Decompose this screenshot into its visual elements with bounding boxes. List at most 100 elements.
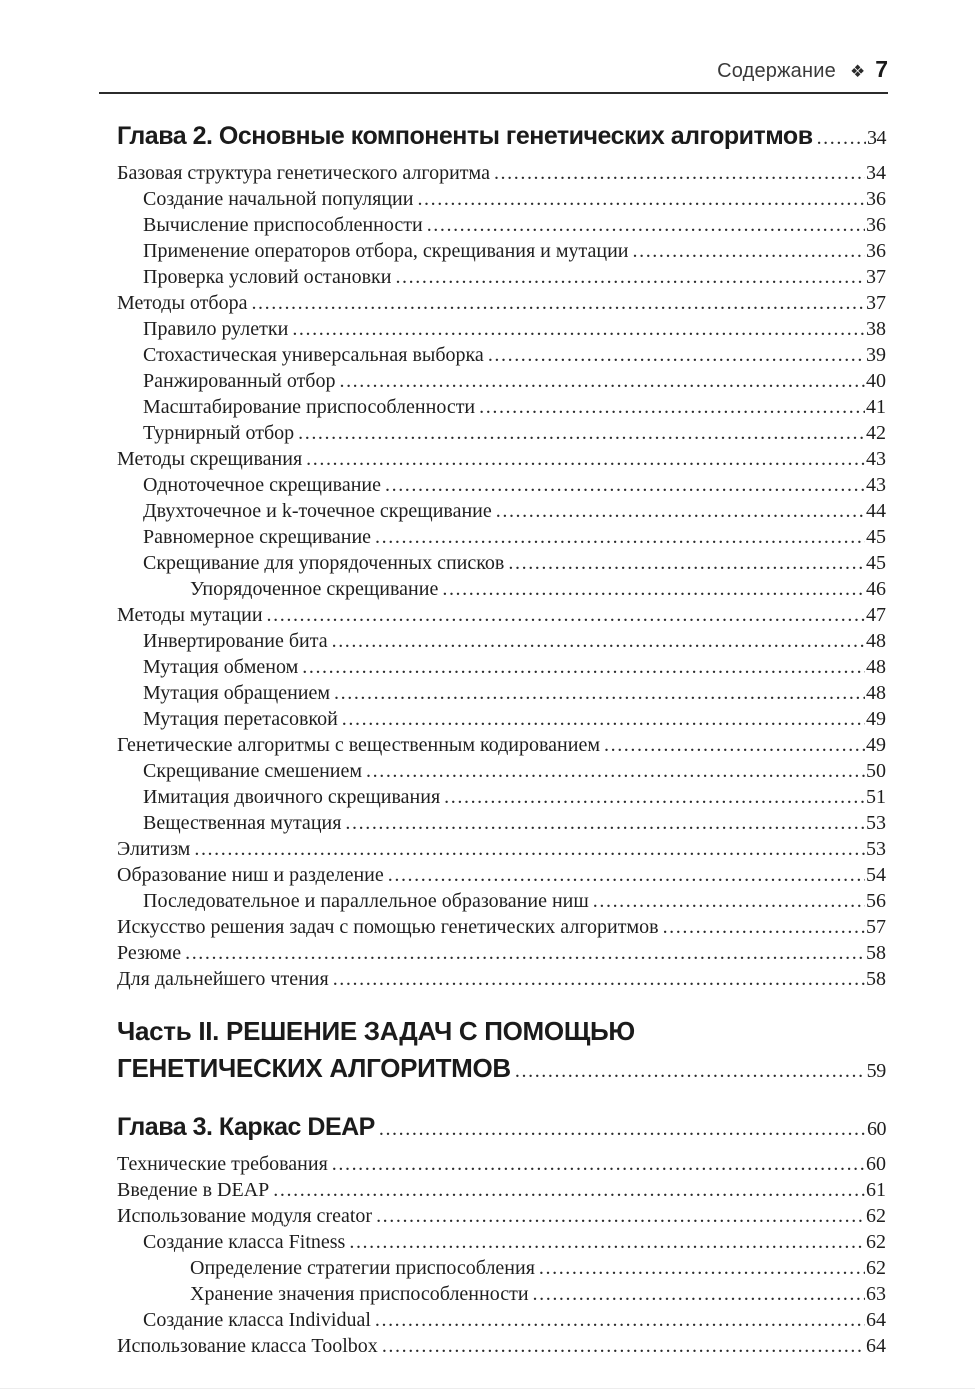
- toc-entry-page: 64: [866, 1309, 886, 1331]
- toc-row: Вещественная мутация 53: [117, 810, 886, 836]
- running-header-title: Содержание: [717, 60, 836, 82]
- dot-leader: [508, 550, 865, 576]
- dot-leader: [194, 836, 865, 862]
- toc-entry-page: 34: [866, 162, 886, 184]
- dot-leader: [488, 342, 865, 368]
- toc-row: Последовательное и параллельное образова…: [117, 888, 886, 914]
- toc-row: Методы отбора 37: [117, 290, 886, 316]
- dot-leader: [342, 706, 865, 732]
- dot-leader: [417, 186, 865, 212]
- toc-entry-title: Упорядоченное скрещивание: [190, 578, 439, 600]
- toc-entry-title: Хранение значения приспособленности: [190, 1283, 529, 1305]
- toc-entry-page: 61: [866, 1179, 886, 1201]
- toc-row: Глава 3. Каркас DEAP 60: [117, 1111, 887, 1146]
- toc-row: Технические требования 60: [117, 1151, 886, 1177]
- toc-entry-page: 60: [866, 1153, 886, 1175]
- toc-entry-page: 49: [866, 734, 886, 756]
- toc-row: Создание начальной популяции 36: [117, 186, 886, 212]
- toc-entry-title: Образование ниш и разделение: [117, 864, 384, 886]
- header-page-number: 7: [875, 56, 888, 82]
- toc-entry-title: Скрещивание смешением: [143, 760, 363, 782]
- toc-row: Скрещивание для упорядоченных списков 45: [117, 550, 886, 576]
- running-header: Содержание ❖ 7: [99, 56, 888, 94]
- dot-leader: [349, 1229, 865, 1255]
- toc-row: Глава 2. Основные компоненты генетически…: [117, 120, 887, 155]
- toc-row: Часть II. РЕШЕНИЕ ЗАДАЧ С ПОМОЩЬЮ: [117, 1013, 886, 1050]
- toc-entry-title: Стохастическая универсальная выборка: [143, 344, 484, 366]
- dot-leader: [302, 654, 865, 680]
- dot-leader: [273, 1177, 865, 1203]
- toc-entry-title: Методы скрещивания: [117, 448, 303, 470]
- table-of-contents: Глава 2. Основные компоненты генетически…: [117, 120, 887, 1359]
- toc-entry-page: 41: [866, 396, 886, 418]
- toc-entry-title: Равномерное скрещивание: [143, 526, 372, 548]
- toc-entry-page: 62: [866, 1205, 886, 1227]
- dot-leader: [379, 1113, 866, 1146]
- toc-entry-title: Генетические алгоритмы с вещественным ко…: [117, 734, 600, 756]
- toc-row: Образование ниш и разделение 54: [117, 862, 886, 888]
- toc-row: Резюме 58: [117, 940, 886, 966]
- toc-entry-title: Ранжированный отбор: [143, 370, 336, 392]
- dot-leader: [817, 122, 866, 155]
- dot-leader: [292, 316, 865, 342]
- toc-entry-title: Скрещивание для упорядоченных списков: [143, 552, 505, 574]
- toc-entry-page: 43: [866, 474, 886, 496]
- toc-entry-page: 48: [866, 656, 886, 678]
- toc-row: Создание класса Fitness 62: [117, 1229, 886, 1255]
- toc-entry-page: 48: [866, 682, 886, 704]
- toc-row: Имитация двоичного скрещивания 51: [117, 784, 886, 810]
- toc-row: Мутация обменом 48: [117, 654, 886, 680]
- toc-row: Равномерное скрещивание 45: [117, 524, 886, 550]
- toc-row: Одноточечное скрещивание 43: [117, 472, 886, 498]
- toc-entry-page: 44: [866, 500, 886, 522]
- toc-entry-page: 43: [866, 448, 886, 470]
- toc-entry-page: 53: [866, 812, 886, 834]
- dot-leader: [388, 862, 865, 888]
- toc-row: Упорядоченное скрещивание 46: [117, 576, 886, 602]
- toc-entry-title: Для дальнейшего чтения: [117, 968, 329, 990]
- toc-entry-page: 47: [866, 604, 886, 626]
- dot-leader: [515, 1053, 866, 1090]
- dot-leader: [366, 758, 865, 784]
- toc-entry-title: Двухточечное и k-точечное скрещивание: [143, 500, 492, 522]
- toc-entry-title: Глава 3. Каркас DEAP: [117, 1113, 375, 1141]
- dot-leader: [267, 602, 865, 628]
- dot-leader: [385, 472, 865, 498]
- dot-leader: [427, 212, 865, 238]
- toc-entry-title: Вычисление приспособленности: [143, 214, 423, 236]
- toc-entry-page: 34: [867, 127, 887, 149]
- toc-entry-title: Проверка условий остановки: [143, 266, 392, 288]
- toc-row: Хранение значения приспособленности 63: [117, 1281, 886, 1307]
- toc-row: Определение стратегии приспособления 62: [117, 1255, 886, 1281]
- dot-leader: [334, 680, 865, 706]
- toc-entry-page: 49: [866, 708, 886, 730]
- toc-entry-page: 37: [866, 292, 886, 314]
- toc-entry-title: Технические требования: [117, 1153, 328, 1175]
- toc-entry-page: 36: [866, 214, 886, 236]
- toc-entry-title: Применение операторов отбора, скрещивани…: [143, 240, 629, 262]
- toc-entry-page: 64: [866, 1335, 886, 1357]
- toc-entry-title: Имитация двоичного скрещивания: [143, 786, 441, 808]
- dot-leader: [442, 576, 865, 602]
- dot-leader: [382, 1333, 865, 1359]
- dot-leader: [185, 940, 865, 966]
- toc-entry-title: Использование модуля creator: [117, 1205, 373, 1227]
- toc-row: Методы скрещивания 43: [117, 446, 886, 472]
- toc-entry-page: 50: [866, 760, 886, 782]
- toc-entry-page: 62: [866, 1257, 886, 1279]
- toc-entry-title: Создание класса Individual: [143, 1309, 371, 1331]
- toc-entry-page: 53: [866, 838, 886, 860]
- toc-entry-page: 58: [866, 968, 886, 990]
- dot-leader: [332, 628, 865, 654]
- dot-leader: [306, 446, 865, 472]
- dot-leader: [539, 1255, 865, 1281]
- toc-entry-page: 51: [866, 786, 886, 808]
- toc-row: Использование класса Toolbox 64: [117, 1333, 886, 1359]
- toc-row: Мутация обращением 48: [117, 680, 886, 706]
- toc-row: Введение в DEAP 61: [117, 1177, 886, 1203]
- toc-row: Искусство решения задач с помощью генети…: [117, 914, 886, 940]
- dot-leader: [333, 966, 865, 992]
- toc-entry-page: 48: [866, 630, 886, 652]
- dot-leader: [593, 888, 865, 914]
